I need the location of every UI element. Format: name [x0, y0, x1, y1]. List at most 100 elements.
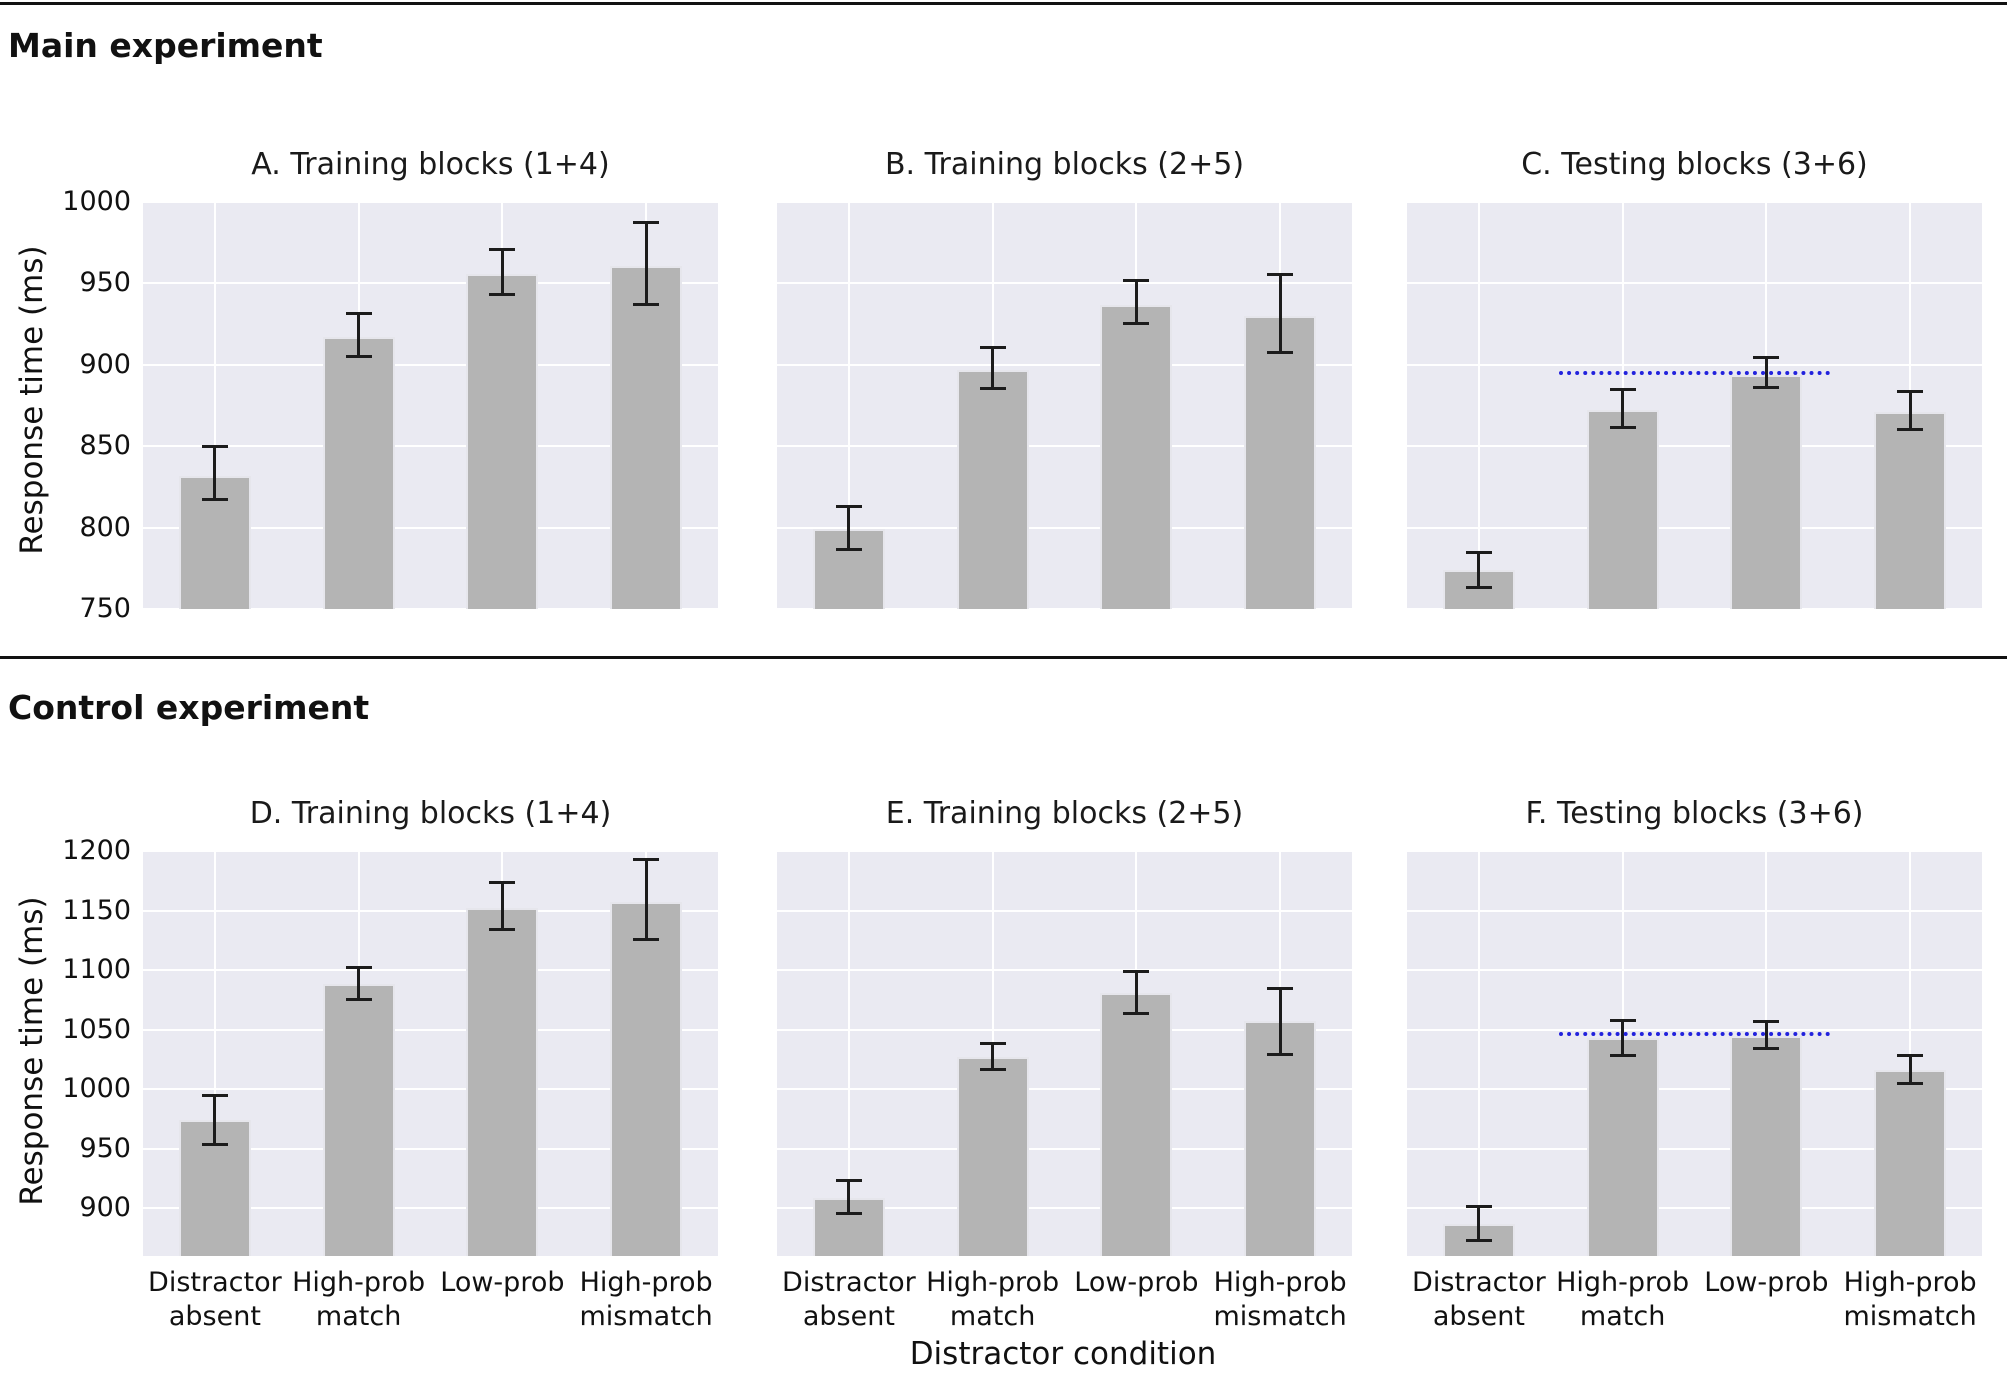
- error-bar-cap-bottom: [1123, 1012, 1150, 1016]
- horizontal-gridline: [143, 1147, 718, 1150]
- horizontal-gridline: [143, 969, 718, 972]
- panel-title-d: D. Training blocks (1+4): [249, 796, 612, 831]
- horizontal-gridline: [777, 201, 1352, 203]
- error-bar-cap-bottom: [633, 302, 660, 306]
- top-border-line: [0, 2, 2007, 5]
- y-tick-label: 950: [79, 1132, 131, 1164]
- error-bar-cap-bottom: [489, 292, 516, 296]
- horizontal-gridline: [777, 445, 1352, 448]
- horizontal-gridline: [143, 1088, 718, 1091]
- bar-high-prob-mismatch: [1244, 1021, 1317, 1256]
- error-bar-cap-bottom: [201, 497, 228, 501]
- horizontal-gridline: [143, 1207, 718, 1210]
- panel-title-e: E. Training blocks (2+5): [885, 796, 1244, 831]
- axes-panel-d: 900 950 1000 1050 1100 1150 1200 Distractor abs…: [62, 835, 718, 1332]
- bar-low-prob: [1730, 1035, 1803, 1256]
- error-bar-line: [1278, 273, 1282, 354]
- horizontal-gridline: [1407, 363, 1982, 366]
- error-bar-cap-bottom: [835, 548, 862, 552]
- horizontal-gridline: [1407, 282, 1982, 285]
- horizontal-gridline: [143, 1028, 718, 1031]
- error-bar-line: [500, 249, 504, 295]
- error-bar-cap-top: [633, 858, 660, 862]
- horizontal-gridline: [1407, 1147, 1982, 1150]
- error-bar-cap-bottom: [633, 938, 660, 942]
- horizontal-gridline: [777, 608, 1352, 610]
- horizontal-gridline: [1407, 445, 1982, 448]
- error-bar-cap-top: [1897, 1053, 1924, 1057]
- error-bar-line: [1278, 987, 1282, 1055]
- horizontal-gridline: [777, 526, 1352, 529]
- error-bar-cap-top: [633, 220, 660, 224]
- y-tick-label: 1000: [62, 186, 131, 217]
- bar-high-prob-match: [956, 1057, 1029, 1256]
- x-tick-label: High-prob mismatch: [1213, 1267, 1347, 1332]
- panel-title-b: B. Training blocks (2+5): [884, 147, 1245, 182]
- error-bar-cap-top: [979, 345, 1006, 349]
- reference-dotted-line: [1559, 370, 1830, 375]
- row-separator-line: [0, 656, 2007, 659]
- bar-low-prob: [1100, 992, 1173, 1256]
- control-experiment-heading: Control experiment: [8, 688, 370, 727]
- x-tick-label: Low-prob: [1704, 1267, 1829, 1298]
- horizontal-gridline: [777, 909, 1352, 912]
- horizontal-gridline: [777, 1088, 1352, 1091]
- horizontal-gridline: [143, 909, 718, 912]
- error-bar-cap-top: [1609, 1019, 1636, 1023]
- y-tick-label: 1200: [62, 835, 131, 866]
- bar-high-prob-mismatch: [1874, 1070, 1947, 1256]
- panel-title-f: F. Testing blocks (3+6): [1525, 796, 1864, 831]
- error-bar-line: [1621, 1020, 1625, 1056]
- horizontal-gridline: [143, 363, 718, 366]
- y-tick-label: 1100: [62, 954, 131, 986]
- horizontal-gridline: [777, 850, 1352, 852]
- error-bar-cap-bottom: [1465, 585, 1492, 589]
- error-bar-cap-top: [1123, 279, 1150, 283]
- bar-high-prob-mismatch: [1244, 315, 1317, 609]
- error-bar-cap-bottom: [1465, 1238, 1492, 1242]
- y-tick-label: 900: [79, 348, 131, 380]
- vertical-gridline: [1909, 851, 1912, 1256]
- error-bar-cap-top: [979, 1041, 1006, 1045]
- error-bar-line: [357, 312, 361, 357]
- horizontal-gridline: [1407, 1088, 1982, 1091]
- axes-panel-a: 750 800 850 900 950 1000: [62, 186, 718, 624]
- error-bar-line: [500, 881, 504, 930]
- y-tick-label: 1150: [62, 894, 131, 926]
- error-bar-line: [1908, 390, 1912, 430]
- panel-title-c: C. Testing blocks (3+6): [1521, 147, 1868, 182]
- horizontal-gridline: [777, 282, 1352, 285]
- horizontal-gridline: [143, 608, 718, 610]
- error-bar-cap-top: [1753, 355, 1780, 359]
- horizontal-gridline: [143, 850, 718, 852]
- x-tick-label: High-prob match: [926, 1267, 1060, 1332]
- bar-high-prob-mismatch: [610, 902, 683, 1256]
- error-bar-cap-bottom: [345, 354, 372, 358]
- error-bar-cap-top: [1267, 986, 1294, 990]
- x-tick-label: High-prob mismatch: [579, 1267, 713, 1332]
- horizontal-gridline: [777, 969, 1352, 972]
- error-bar-line: [213, 1095, 217, 1146]
- horizontal-gridline: [1407, 526, 1982, 529]
- error-bar-line: [1908, 1054, 1912, 1085]
- error-bar-line: [847, 1179, 851, 1215]
- error-bar-line: [1134, 280, 1138, 325]
- horizontal-gridline: [1407, 608, 1982, 610]
- error-bar-cap-bottom: [1267, 1052, 1294, 1056]
- x-axis-label: Distractor condition: [909, 1336, 1217, 1372]
- error-bar-cap-bottom: [979, 387, 1006, 391]
- error-bar-cap-top: [1267, 272, 1294, 276]
- vertical-gridline: [847, 851, 850, 1256]
- error-bar-cap-top: [345, 311, 372, 315]
- y-tick-label: 1000: [62, 1073, 131, 1105]
- bar-high-prob-match: [322, 984, 395, 1256]
- horizontal-gridline: [143, 282, 718, 285]
- error-bar-cap-bottom: [1753, 385, 1780, 389]
- error-bar-line: [213, 446, 217, 500]
- vertical-gridline: [213, 851, 216, 1256]
- horizontal-gridline: [777, 1207, 1352, 1210]
- bar-low-prob: [466, 908, 539, 1256]
- error-bar-cap-top: [835, 1178, 862, 1182]
- vertical-gridline: [1477, 851, 1480, 1256]
